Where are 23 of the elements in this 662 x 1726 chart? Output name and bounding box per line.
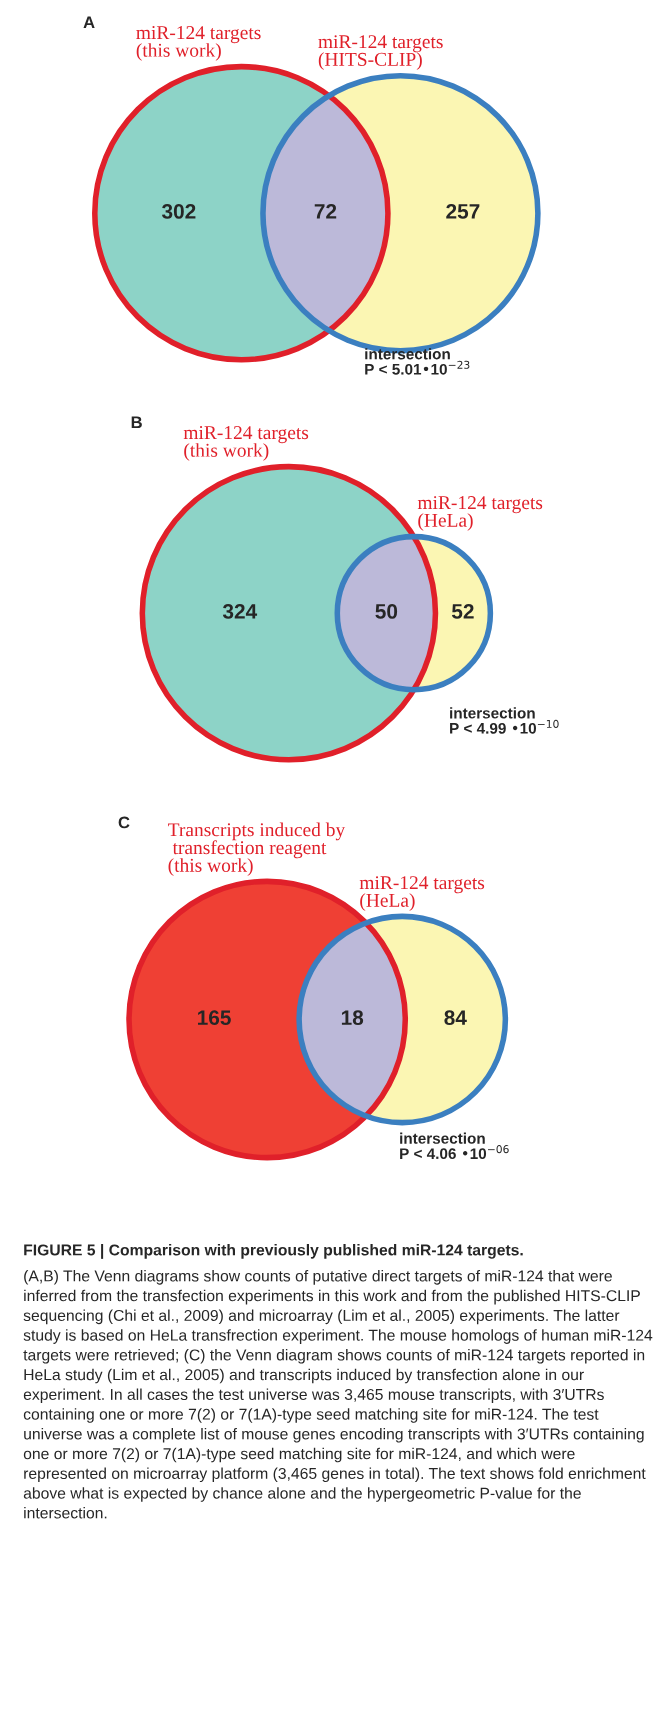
data-label: 165 [198,1010,231,1026]
data-label: 302 [161,204,196,219]
data-label: 72 [314,204,337,219]
category-label: miR-124 targets (HeLa) [417,496,543,531]
data-label: 257 [446,204,480,219]
category-label: miR-124 targets (HeLa) [359,876,485,911]
text: C [118,816,130,829]
category-label: miR-124 targets (HITS-CLIP) [318,35,443,70]
data-label: 18 [341,1010,364,1026]
data-label: 50 [375,604,398,619]
text: intersection P < 4.99 •10$^{−10}$ [450,707,559,734]
text: intersection P < 4.06 •10$^{−06}$ [400,1132,509,1160]
data-label: 52 [451,604,474,619]
data-label: 84 [444,1010,467,1026]
text: intersection P < 5.01•10$^{−23}$ [365,348,470,375]
category-label: miR-124 targets (this work) [183,426,309,461]
caption: FIGURE 5 | Comparison with previously published miR-124 targets. [24,1244,523,1259]
text: B [131,416,142,428]
data-label: 324 [222,604,258,619]
category-label: miR-124 targets (this work) [136,26,261,61]
category-label: Transcripts induced by transfection reagent (this work) [168,822,346,876]
text: A [83,16,95,28]
text: (A,B) The Venn diagrams show counts of putative direct targets of miR-124 that were inferred from the transfection experiments in this work and from the published HITS-CLIP sequencing (Chi et al., 2009) and microarray (Lim et al., 2005) experiments. The latter study is based on HeLa transfrection experiment. The mouse homologs of human miR-124 targets were retrieved; (C) the Venn diagram shows counts of miR-124 targets reported in HeLa study (Lim et al., 2005) and transcripts induced by transfection alone in our experiment. In all cases the test universe was 3,465 mouse transcripts, with 3′UTRs containing one or more 7(2) or 7(1A)-type seed matching site for miR-124. The test universe was a complete list of mouse genes encoding transcripts with 3′UTRs containing one or more 7(2) or 7(1A)-type seed matching site for miR-124, and which were represented on microarray platform (3,465 genes in total). The text shows fold enrichment above what is expected by chance alone and the hypergeometric P-value for the intersection. [23,1270,653,1519]
